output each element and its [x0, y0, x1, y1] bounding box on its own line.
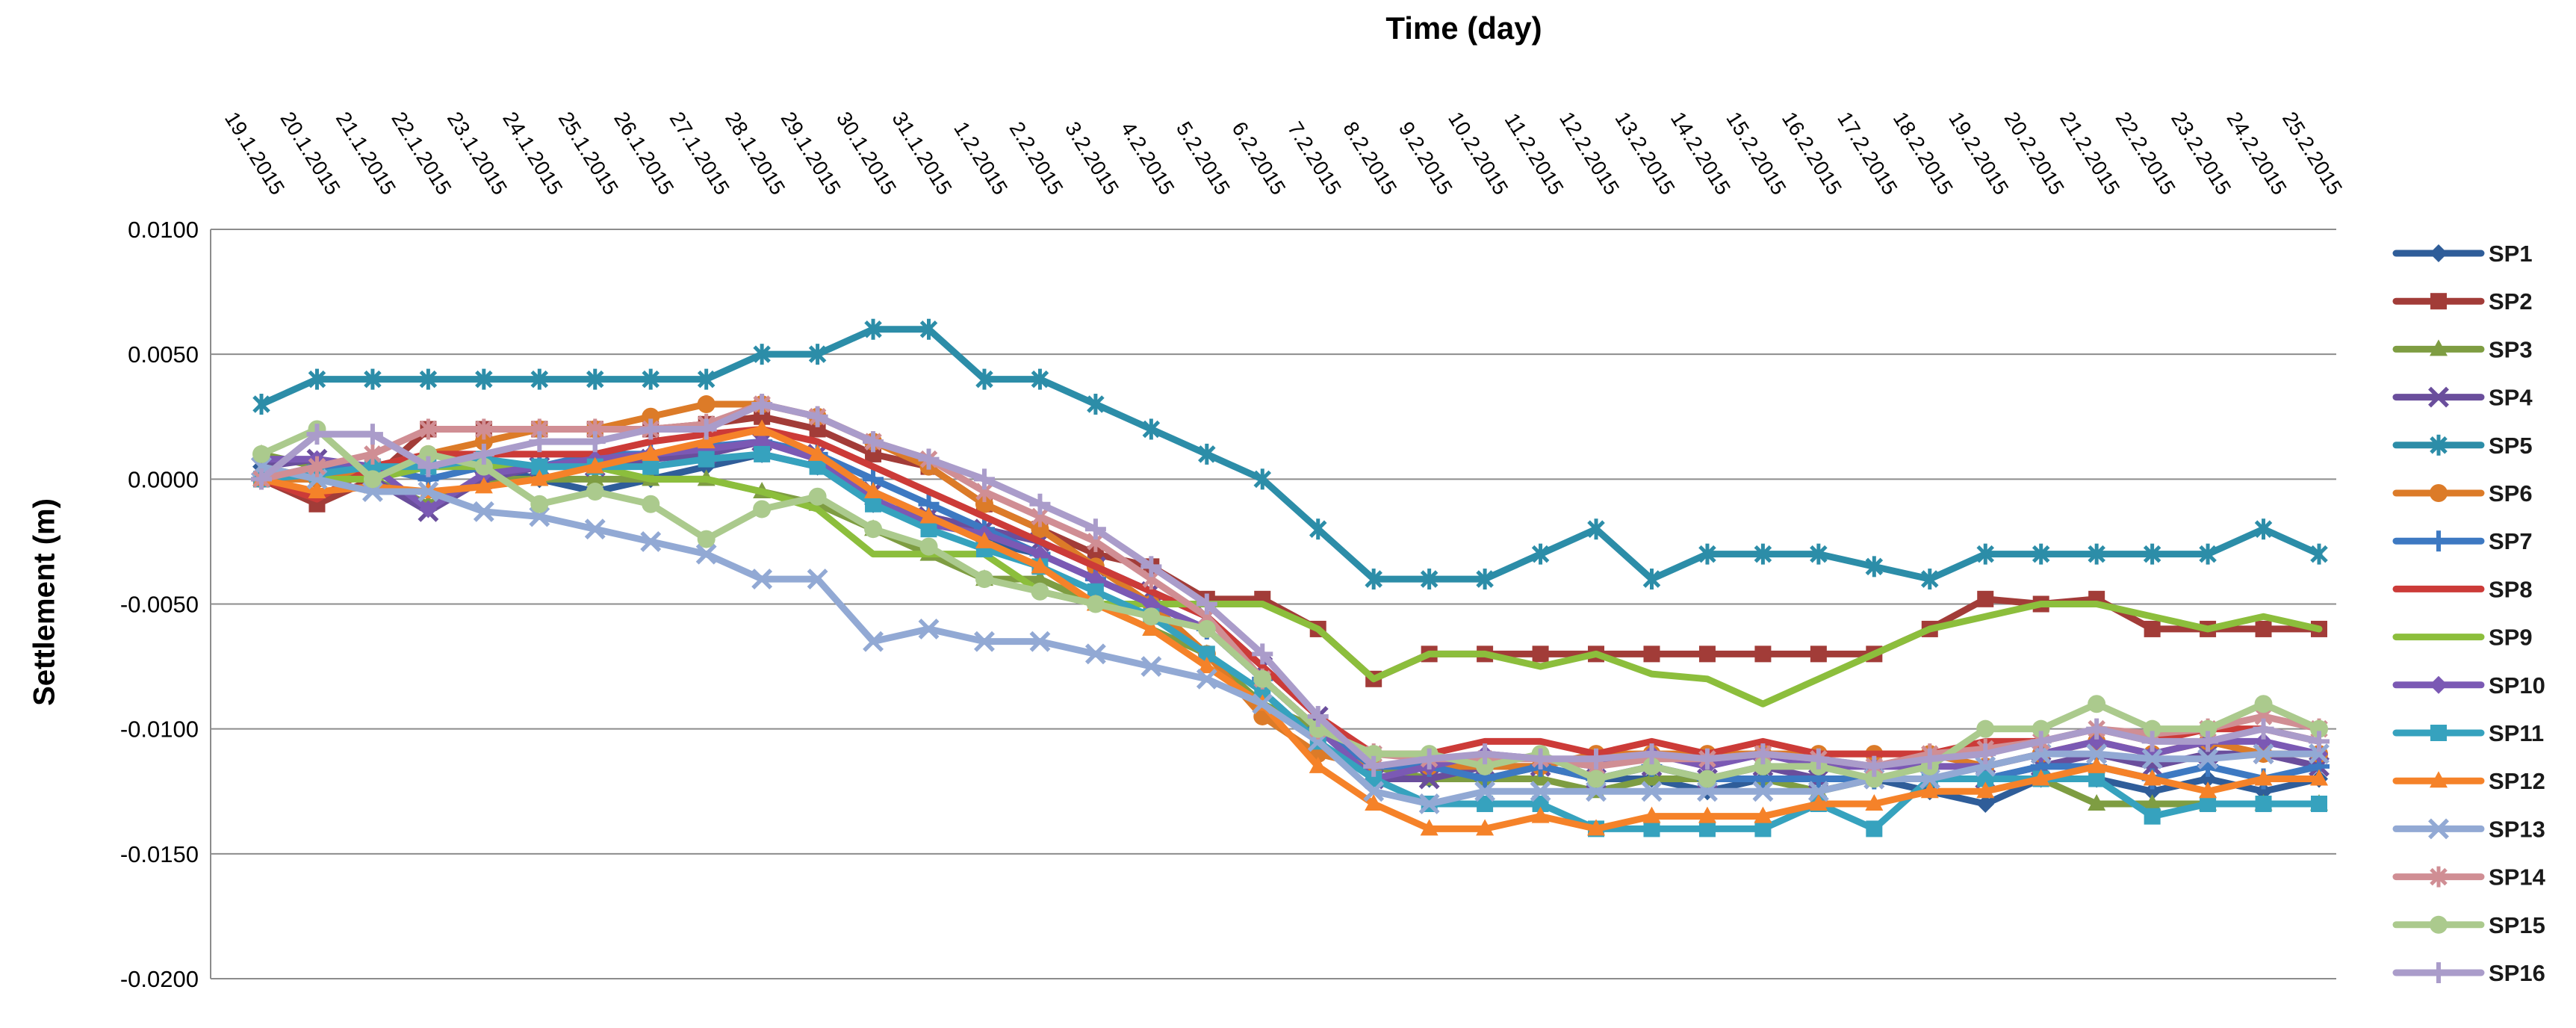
- series-SP5: [252, 318, 2328, 590]
- legend-item-SP7: SP7: [2392, 528, 2533, 554]
- x-axis-label: 9.2.2015: [1394, 117, 1457, 199]
- legend-label-SP12: SP12: [2489, 768, 2545, 794]
- y-axis-tick-label: 0.0050: [128, 341, 199, 368]
- legend-label-SP13: SP13: [2489, 816, 2545, 842]
- legend-item-SP2: SP2: [2392, 288, 2533, 315]
- series-markers-SP5: [252, 318, 2328, 590]
- series-line-SP12: [258, 425, 2323, 832]
- legend-item-SP6: SP6: [2392, 480, 2533, 507]
- x-axis-label: 4.2.2015: [1117, 117, 1179, 199]
- legend-label-SP7: SP7: [2489, 528, 2533, 554]
- legend-item-SP3: SP3: [2392, 336, 2533, 362]
- series-SP16: [251, 394, 2330, 777]
- series-line-SP5: [258, 326, 2323, 583]
- x-axis-label: 1.2.2015: [949, 117, 1012, 199]
- series-markers-SP16: [251, 394, 2330, 777]
- x-axis-label: 3.2.2015: [1061, 117, 1123, 199]
- legend-label-SP3: SP3: [2489, 336, 2533, 362]
- legend-label-SP11: SP11: [2489, 720, 2544, 746]
- series-line-SP8: [258, 425, 2323, 758]
- legend-label-SP14: SP14: [2489, 864, 2546, 891]
- series-markers-SP15: [252, 420, 2328, 788]
- series-line-SP15: [258, 425, 2323, 783]
- y-axis-tick-label: 0.0100: [128, 217, 199, 243]
- legend-item-SP8: SP8: [2392, 576, 2533, 602]
- legend-label-SP6: SP6: [2489, 480, 2533, 507]
- legend-item-SP1: SP1: [2392, 241, 2533, 267]
- legend-label-SP10: SP10: [2489, 672, 2545, 699]
- legend-item-SP13: SP13: [2392, 816, 2545, 842]
- legend-label-SP9: SP9: [2489, 625, 2533, 651]
- series-markers-SP2: [253, 408, 2327, 687]
- legend-item-SP10: SP10: [2392, 672, 2545, 699]
- x-axis-label: 2.2.2015: [1005, 117, 1068, 199]
- y-axis-tick-label: -0.0050: [120, 592, 199, 618]
- series-SP15: [252, 420, 2328, 788]
- y-axis-tick-labels: 0.0100 0.0050 0.0000 -0.0050 -0.0100 -0.0150 -…: [120, 217, 199, 992]
- series-SP13: [251, 456, 2330, 814]
- x-axis-label: 8.2.2015: [1338, 117, 1401, 199]
- legend-label-SP16: SP16: [2489, 960, 2545, 986]
- x-axis-labels: 19.1.201520.1.201521.1.201522.1.201523.1…: [220, 108, 2347, 199]
- y-axis-tick-label: 0.0000: [128, 466, 199, 492]
- legend-item-SP9: SP9: [2392, 625, 2533, 651]
- legend-item-SP4: SP4: [2392, 385, 2533, 411]
- legend-label-SP5: SP5: [2489, 433, 2533, 459]
- legend-item-SP11: SP11: [2392, 720, 2544, 746]
- legend: SP1 SP2 SP3 SP4 SP5 SP6 SP7 SP8 SP9 SP10 SP11 SP12 S…: [2392, 241, 2546, 986]
- legend-item-SP15: SP15: [2392, 912, 2545, 938]
- legend-label-SP1: SP1: [2489, 241, 2533, 267]
- legend-label-SP4: SP4: [2489, 385, 2533, 411]
- legend-item-SP16: SP16: [2392, 960, 2545, 986]
- legend-label-SP15: SP15: [2489, 912, 2545, 938]
- series-SP8: [258, 425, 2323, 758]
- legend-item-SP14: SP14: [2392, 864, 2546, 891]
- y-axis-tick-label: -0.0200: [120, 966, 199, 992]
- x-axis-label: 5.2.2015: [1172, 117, 1235, 199]
- y-axis-tick-label: -0.0100: [120, 716, 199, 743]
- legend-item-SP5: SP5: [2392, 433, 2533, 459]
- x-axis-label: 6.2.2015: [1227, 117, 1290, 199]
- y-axis-tick-label: -0.0150: [120, 841, 199, 867]
- series-line-SP13: [258, 463, 2323, 808]
- series-markers-SP13: [251, 456, 2330, 814]
- series-SP2: [253, 408, 2327, 687]
- legend-label-SP2: SP2: [2489, 288, 2533, 315]
- chart-title: Time (day): [1385, 10, 1542, 46]
- legend-label-SP8: SP8: [2489, 576, 2533, 602]
- x-axis-label: 7.2.2015: [1283, 117, 1346, 199]
- legend-item-SP12: SP12: [2392, 768, 2545, 794]
